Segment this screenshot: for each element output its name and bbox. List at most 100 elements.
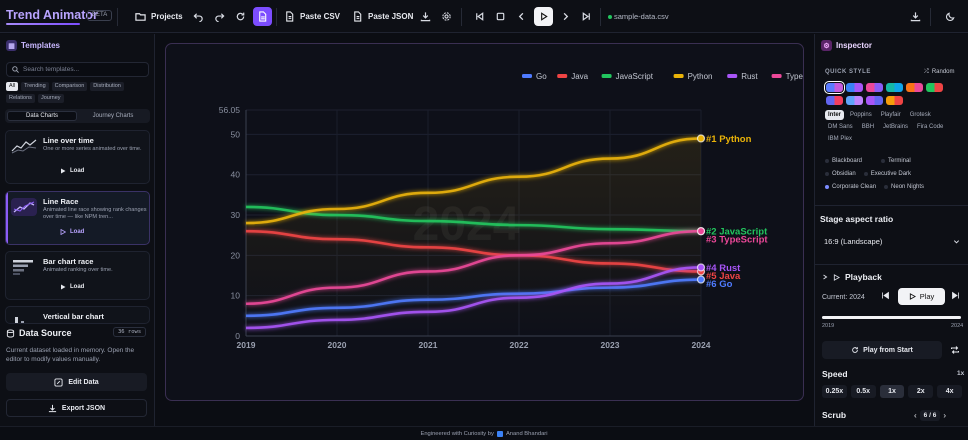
- font-option[interactable]: BBH: [861, 124, 875, 130]
- color-swatch[interactable]: [866, 96, 883, 105]
- scrub-prev-button[interactable]: ‹: [914, 411, 917, 420]
- skip-forward-button[interactable]: [577, 7, 596, 26]
- speed-option[interactable]: 2x: [908, 385, 934, 398]
- app-title: Trend Animator: [6, 8, 98, 22]
- font-option[interactable]: Fira Code: [917, 124, 944, 130]
- random-style-button[interactable]: ⤮ Random: [924, 69, 955, 75]
- theme-toggle-button[interactable]: [941, 7, 960, 26]
- legend-label-javascript: JavaScript: [616, 72, 654, 81]
- gear-icon: [442, 12, 451, 21]
- legend-label-java: Java: [571, 72, 588, 81]
- filter-chip-relations[interactable]: Relations: [6, 94, 35, 103]
- download-button[interactable]: [416, 7, 435, 26]
- settings-button[interactable]: [437, 7, 456, 26]
- play-from-start-button[interactable]: Play from Start: [822, 341, 942, 359]
- template-card-vertical-bar-chart[interactable]: Vertical bar chart: [5, 306, 150, 324]
- series-line-typescript: [245, 229, 702, 306]
- moon-icon: [945, 12, 955, 22]
- font-option[interactable]: DM Sans: [828, 124, 853, 130]
- template-card-line-over-time[interactable]: Line over time One or more series animat…: [5, 130, 150, 184]
- font-option[interactable]: Playfair: [880, 112, 901, 118]
- reset-button[interactable]: [231, 7, 250, 26]
- scrub-next-button[interactable]: ›: [943, 411, 946, 420]
- theme-option[interactable]: Executive Dark: [863, 169, 912, 179]
- speed-option[interactable]: 0.25x: [822, 385, 847, 398]
- y-tick-label: 30: [231, 210, 241, 220]
- playback-progress-fill: [822, 316, 961, 319]
- data-source-description: Current dataset loaded in memory. Open t…: [6, 347, 135, 363]
- skip-back-button[interactable]: [470, 7, 489, 26]
- filter-chip-trending[interactable]: Trending: [21, 82, 49, 91]
- font-option[interactable]: Poppins: [850, 112, 872, 118]
- aspect-ratio-select[interactable]: 16:9 (Landscape): [820, 233, 964, 250]
- color-swatch[interactable]: [926, 83, 943, 92]
- font-option[interactable]: JetBrains: [883, 124, 909, 130]
- color-swatch[interactable]: [866, 83, 883, 92]
- chevron-right-icon: [823, 274, 828, 280]
- color-swatch[interactable]: [906, 83, 923, 92]
- redo-button[interactable]: [210, 7, 229, 26]
- title-underline: [6, 23, 80, 25]
- color-swatch[interactable]: [886, 96, 903, 105]
- divider: [276, 8, 277, 26]
- stop-button[interactable]: [491, 7, 510, 26]
- skip-back-button[interactable]: [881, 291, 890, 300]
- theme-option[interactable]: Blackboard: [825, 156, 873, 166]
- edit-data-button[interactable]: Edit Data: [6, 373, 147, 391]
- font-option[interactable]: Grotesk: [909, 112, 931, 118]
- export-json-button[interactable]: Export JSON: [6, 399, 147, 417]
- filter-chip-journey[interactable]: Journey: [37, 94, 64, 103]
- paste-csv-button[interactable]: Paste CSV: [279, 7, 345, 26]
- loop-button[interactable]: [950, 345, 960, 355]
- playback-play-button[interactable]: Play: [898, 288, 945, 305]
- playback-header[interactable]: Playback: [822, 272, 882, 282]
- tab-data-charts[interactable]: Data Charts: [7, 111, 77, 121]
- export-button[interactable]: [906, 7, 925, 26]
- search-templates-input[interactable]: Search templates...: [6, 62, 149, 77]
- series-end-point: [696, 227, 706, 236]
- filter-chip-distribution[interactable]: Distribution: [90, 82, 124, 91]
- theme-option[interactable]: Neon Nights: [884, 182, 924, 192]
- undo-button[interactable]: [189, 7, 208, 26]
- filter-chip-comparison[interactable]: Comparison: [51, 82, 88, 91]
- color-swatch[interactable]: [826, 96, 843, 105]
- paste-json-button[interactable]: Paste JSON: [347, 7, 418, 26]
- font-option[interactable]: IBM Plex: [828, 136, 853, 142]
- x-tick-label: 2024: [692, 340, 711, 350]
- color-swatch[interactable]: [846, 83, 863, 92]
- search-icon: [12, 66, 19, 73]
- prev-button[interactable]: [512, 7, 531, 26]
- series-end-label: #5 Java: [706, 271, 741, 282]
- template-card-line-race[interactable]: Line Race Animated line race showing ran…: [5, 191, 150, 245]
- theme-option[interactable]: Obsidian: [825, 169, 856, 179]
- color-swatch[interactable]: [886, 83, 903, 92]
- divider: [600, 8, 601, 26]
- template-card-bar-chart-race[interactable]: Bar chart race Animated ranking over tim…: [5, 251, 150, 300]
- row-count-badge: 36 rows: [113, 327, 147, 337]
- theme-option[interactable]: Terminal: [881, 156, 929, 166]
- font-option[interactable]: Inter: [825, 110, 845, 120]
- play-button[interactable]: [534, 7, 553, 26]
- speed-option[interactable]: 1x: [879, 385, 905, 398]
- load-button[interactable]: Load: [60, 284, 84, 290]
- color-swatch[interactable]: [846, 96, 863, 105]
- load-button[interactable]: Load: [60, 229, 84, 235]
- speed-option[interactable]: 0.5x: [850, 385, 876, 398]
- color-swatch[interactable]: [824, 81, 845, 94]
- projects-button[interactable]: Projects: [130, 7, 188, 26]
- skip-forward-button[interactable]: [951, 291, 960, 300]
- y-tick-label: 40: [231, 170, 241, 180]
- tab-journey-charts[interactable]: Journey Charts: [92, 113, 134, 119]
- bar-chart-icon: [13, 260, 33, 275]
- current-year: Current: 2024: [822, 294, 865, 301]
- speed-option[interactable]: 4x: [937, 385, 962, 398]
- theme-option[interactable]: Corporate Clean: [825, 182, 876, 192]
- document-button[interactable]: [253, 7, 272, 26]
- series-end-label: #6 Go: [706, 279, 733, 290]
- playback-progress-track[interactable]: [822, 316, 961, 319]
- filter-chip-all[interactable]: All: [6, 82, 19, 91]
- series-line-javascript: [245, 205, 702, 233]
- load-button[interactable]: Load: [60, 168, 84, 174]
- next-button[interactable]: [556, 7, 575, 26]
- theme-options: Blackboard Terminal Obsidian Executive Dark…: [825, 156, 960, 192]
